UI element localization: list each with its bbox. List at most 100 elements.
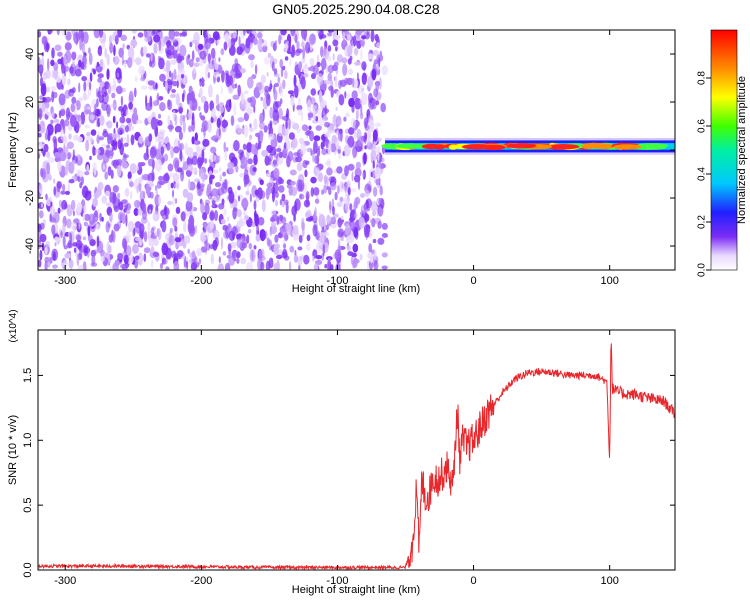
noise-blob [150, 52, 153, 62]
noise-blob [96, 98, 99, 108]
noise-blob [309, 58, 315, 66]
noise-blob [248, 243, 253, 250]
noise-blob [352, 77, 355, 88]
noise-blob [381, 233, 388, 238]
noise-blob [97, 146, 105, 156]
noise-blob [375, 178, 380, 186]
noise-blob [243, 112, 249, 122]
noise-blob [256, 30, 264, 33]
noise-blob [245, 190, 250, 196]
noise-blob [84, 109, 92, 115]
noise-blob [51, 248, 59, 261]
noise-blob [232, 84, 237, 89]
noise-blob [335, 46, 338, 52]
noise-blob [182, 120, 186, 133]
noise-blob [106, 53, 110, 66]
noise-blob [209, 174, 215, 180]
noise-blob [280, 65, 284, 78]
noise-blob [214, 209, 218, 222]
noise-blob [240, 156, 248, 169]
noise-blob [97, 73, 104, 79]
noise-blob [333, 213, 339, 218]
noise-blob [211, 59, 214, 65]
noise-blob [220, 48, 225, 56]
noise-blob [214, 138, 219, 143]
noise-blob [253, 118, 258, 131]
noise-blob [96, 235, 100, 248]
noise-blob [271, 214, 279, 222]
noise-blob [218, 203, 225, 210]
noise-blob [116, 164, 122, 178]
noise-blob [289, 59, 292, 66]
noise-blob [121, 53, 124, 66]
noise-blob [290, 30, 296, 37]
band-hotspot [613, 144, 642, 150]
noise-blob [207, 193, 213, 200]
noise-blob [101, 216, 104, 222]
noise-blob [85, 140, 89, 152]
noise-blob [186, 259, 189, 270]
noise-blob [267, 133, 275, 141]
noise-blob [198, 105, 201, 112]
noise-blob [284, 43, 288, 53]
noise-blob [377, 220, 382, 229]
noise-blob [177, 55, 185, 61]
noise-blob [336, 201, 343, 207]
noise-blob [324, 133, 329, 138]
noise-blob [175, 206, 181, 214]
noise-blob [379, 77, 382, 90]
noise-blob [243, 30, 246, 36]
noise-blob [113, 142, 118, 151]
noise-blob [356, 72, 359, 80]
noise-blob [277, 124, 284, 137]
noise-blob [127, 57, 133, 69]
noise-blob [158, 141, 162, 151]
noise-blob [38, 132, 42, 138]
noise-blob [66, 141, 74, 150]
noise-blob [165, 215, 169, 220]
noise-blob [63, 54, 67, 66]
noise-blob [98, 136, 104, 141]
noise-blob [273, 167, 280, 179]
noise-blob [224, 262, 231, 270]
noise-blob [332, 39, 339, 47]
noise-blob [227, 243, 232, 252]
noise-blob [87, 225, 91, 237]
noise-blob [69, 114, 77, 127]
band-hotspot [585, 143, 595, 150]
noise-blob [107, 253, 111, 265]
noise-blob [354, 196, 361, 206]
noise-blob [285, 201, 289, 214]
noise-blob [38, 203, 42, 208]
noise-blob [129, 181, 134, 188]
noise-blob [373, 88, 379, 98]
noise-blob [155, 189, 158, 196]
noise-blob [89, 81, 92, 91]
noise-blob [175, 93, 180, 106]
noise-blob [135, 75, 138, 82]
noise-blob [352, 243, 359, 253]
noise-blob [294, 200, 298, 213]
noise-blob [279, 214, 284, 222]
noise-blob [125, 230, 131, 243]
noise-blob [278, 185, 285, 193]
noise-blob [254, 64, 258, 75]
noise-blob [145, 183, 151, 196]
noise-blob [64, 252, 72, 259]
noise-blob [223, 208, 227, 216]
noise-blob [44, 101, 50, 109]
noise-blob [364, 145, 367, 150]
noise-blob [107, 83, 112, 95]
noise-blob [298, 234, 303, 244]
colorbar-ticks: 0.0 0.2 0.4 0.6 0.8 [697, 71, 711, 277]
noise-blob [210, 47, 216, 59]
noise-blob [320, 46, 324, 58]
noise-blob [187, 248, 190, 254]
noise-blob [138, 135, 144, 144]
noise-blob [97, 77, 102, 83]
noise-blob [111, 103, 116, 108]
noise-blob [56, 30, 60, 36]
noise-blob [191, 250, 196, 259]
noise-blob [246, 182, 250, 192]
noise-blob [218, 126, 221, 137]
